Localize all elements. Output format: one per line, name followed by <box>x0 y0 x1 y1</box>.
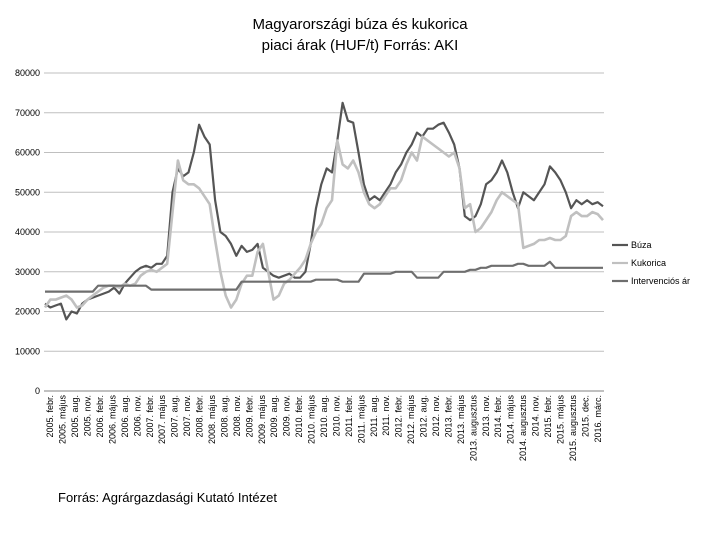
y-tick-label: 60000 <box>15 148 40 158</box>
x-tick-label: 2006. nov. <box>132 395 142 436</box>
y-tick-label: 30000 <box>15 267 40 277</box>
x-tick-label: 2014. nov. <box>531 395 541 436</box>
y-tick-label: 70000 <box>15 108 40 118</box>
series-line-1 <box>44 101 604 321</box>
y-tick-label: 80000 <box>15 68 40 78</box>
legend-label: Búza <box>631 240 652 250</box>
x-tick-label: 2011. nov. <box>381 395 391 436</box>
x-tick-label: 2014. augusztus <box>518 395 528 462</box>
x-tick-label: 2015. május <box>555 395 565 445</box>
x-tick-label: 2012. febr. <box>394 395 404 438</box>
chart-title-line-1: Magyarországi búza és kukorica <box>252 16 468 33</box>
x-tick-label: 2014. febr. <box>493 395 503 438</box>
x-tick-label: 2010. nov. <box>331 395 341 436</box>
x-tick-label: 2008. aug. <box>219 395 229 438</box>
y-tick-label: 50000 <box>15 187 40 197</box>
x-tick-label: 2012. nov. <box>431 395 441 436</box>
x-tick-label: 2005. május <box>58 395 68 445</box>
x-tick-label: 2011. aug. <box>369 395 379 437</box>
x-tick-label: 2009. aug. <box>269 395 279 438</box>
chart-title: Magyarországi búza és kukorica piaci ára… <box>140 14 580 56</box>
y-tick-label: 40000 <box>15 227 40 237</box>
x-tick-label: 2016. márc. <box>593 395 603 443</box>
x-tick-label: 2014. május <box>506 395 516 445</box>
x-tick-label: 2008. nov. <box>232 395 242 436</box>
x-tick-label: 2012. aug. <box>419 395 429 438</box>
legend-label: Intervenciós ár <box>631 276 690 286</box>
x-tick-label: 2013. nov. <box>481 395 491 436</box>
legend: Búza Kukorica Intervenciós ár <box>612 240 690 286</box>
x-tick-label: 2009. febr. <box>244 395 254 438</box>
x-tick-label: 2010. aug. <box>319 395 329 438</box>
x-tick-label: 2011. febr. <box>344 395 354 437</box>
x-tick-label: 2015. dec. <box>580 395 590 437</box>
gridlines <box>44 72 604 392</box>
x-tick-label: 2007. május <box>157 395 167 445</box>
x-tick-label: 2015. febr. <box>543 395 553 438</box>
x-tick-label: 2007. nov. <box>182 395 192 436</box>
x-tick-label: 2006. május <box>107 395 117 445</box>
chart-title-line-2: piaci árak (HUF/t) Forrás: AKI <box>261 37 459 54</box>
source-note: Forrás: Agrárgazdasági Kutató Intézet <box>58 490 277 505</box>
x-tick-label: 2013. május <box>456 395 466 445</box>
y-tick-label: 20000 <box>15 307 40 317</box>
x-tick-label: 2009. nov. <box>282 395 292 436</box>
series-line-3 <box>45 260 603 293</box>
x-tick-label: 2005. febr. <box>45 395 55 438</box>
x-tick-label: 2006. febr. <box>95 395 105 438</box>
x-tick-label: 2010. febr. <box>294 395 304 438</box>
x-tick-label: 2015. augusztus <box>568 395 578 462</box>
legend-label: Kukorica <box>631 258 666 268</box>
x-tick-label: 2013. augusztus <box>468 395 478 462</box>
x-tick-label: 2007. febr. <box>145 395 155 438</box>
x-tick-label: 2013. febr. <box>443 395 453 438</box>
x-tick-label: 2012. május <box>406 395 416 445</box>
x-tick-label: 2005. aug. <box>70 395 80 438</box>
x-axis: 2005. febr. 2005. május 2005. aug. 2005. no… <box>45 395 603 462</box>
x-tick-label: 2010. május <box>307 395 317 445</box>
series-lines <box>43 101 604 321</box>
y-tick-label: 0 <box>35 386 40 396</box>
x-tick-label: 2009. május <box>257 395 267 445</box>
x-tick-label: 2011. május <box>356 395 366 444</box>
x-tick-label: 2005. nov. <box>83 395 93 436</box>
series-line-2 <box>43 135 604 309</box>
x-tick-label: 2007. aug. <box>170 395 180 438</box>
y-tick-label: 10000 <box>15 346 40 356</box>
y-axis-ticks: 0 10000 20000 30000 40000 50000 60000 70000 8000… <box>15 68 40 396</box>
x-tick-label: 2008. febr. <box>195 395 205 438</box>
x-tick-label: 2006. aug. <box>120 395 130 438</box>
x-tick-label: 2008. május <box>207 395 217 445</box>
